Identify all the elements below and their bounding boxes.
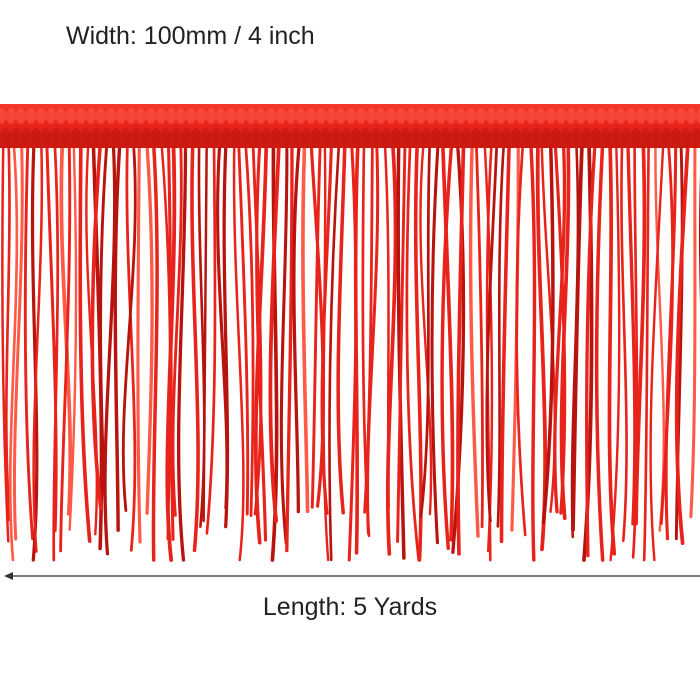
width-dimension-label: Width: 100mm / 4 inch xyxy=(66,22,315,50)
length-dimension-label: Length: 5 Yards xyxy=(262,593,438,621)
fringe-strands xyxy=(1,144,700,562)
fringe-braided-band xyxy=(0,104,700,148)
